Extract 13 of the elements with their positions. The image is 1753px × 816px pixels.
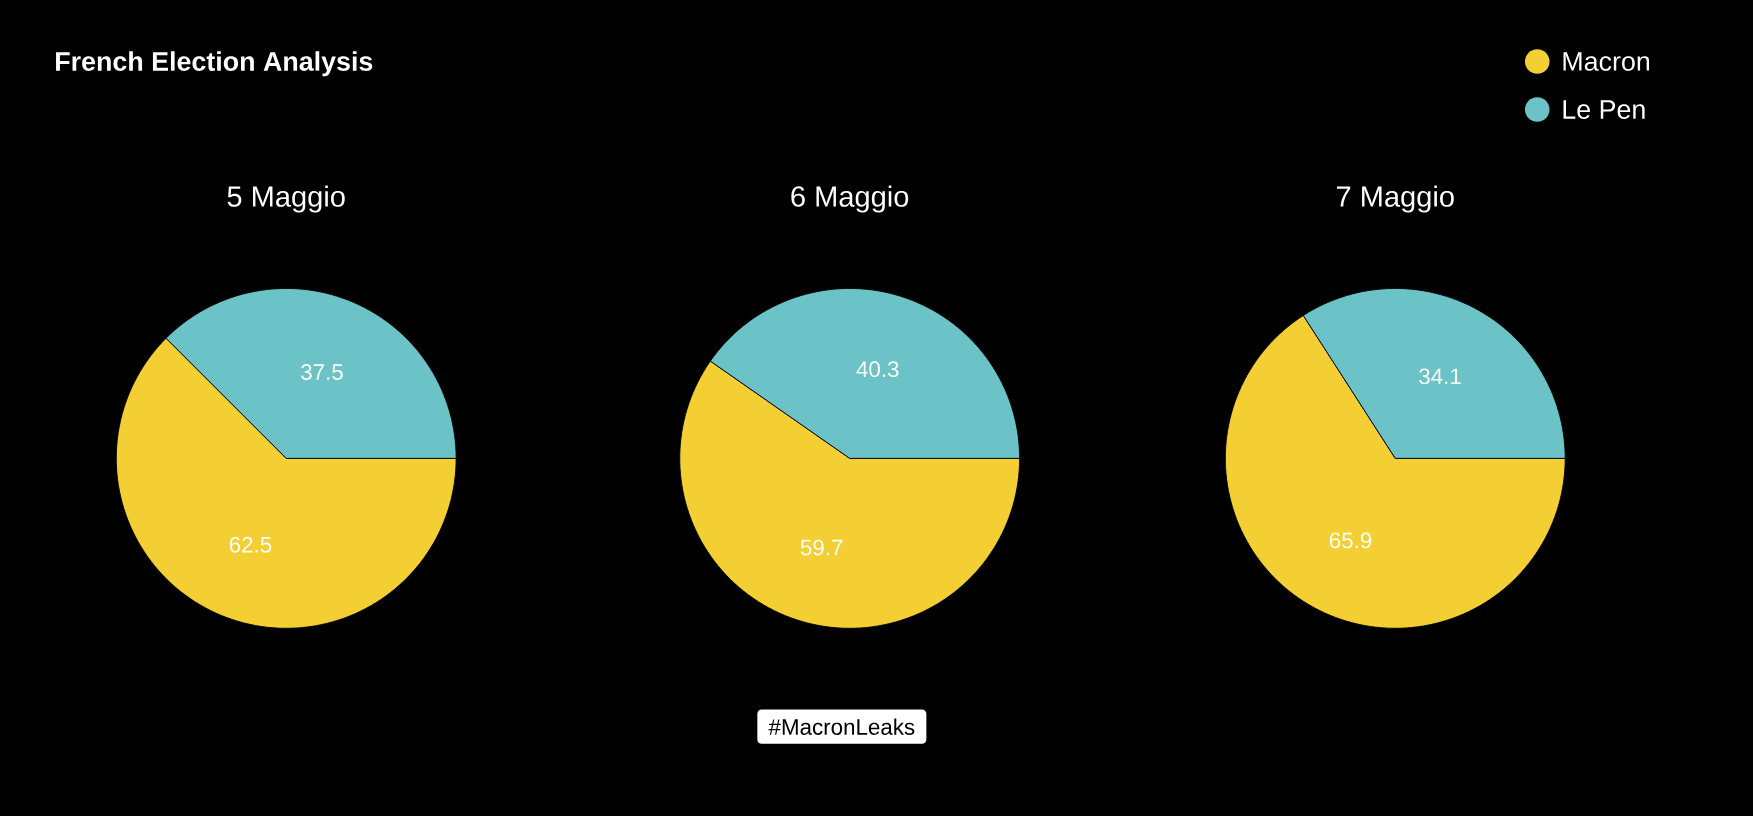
text: French Election Analysis [56,51,373,77]
text: #MacronLeaks [768,718,915,735]
chart-title: 5 Maggio [227,185,345,213]
data-label: 40.3 [856,361,899,378]
text: 7 Maggio [1336,185,1454,213]
data-label: 59.7 [800,539,843,556]
legend-label: Le Pen [1563,100,1645,119]
legend-label: Macron [1563,52,1650,71]
data-label: 34.1 [1419,368,1461,385]
data-label: 65.9 [1329,532,1372,549]
data-label: 37.5 [301,364,343,380]
chart-title: 6 Maggio [791,185,909,213]
data-label: 62.5 [229,536,272,553]
